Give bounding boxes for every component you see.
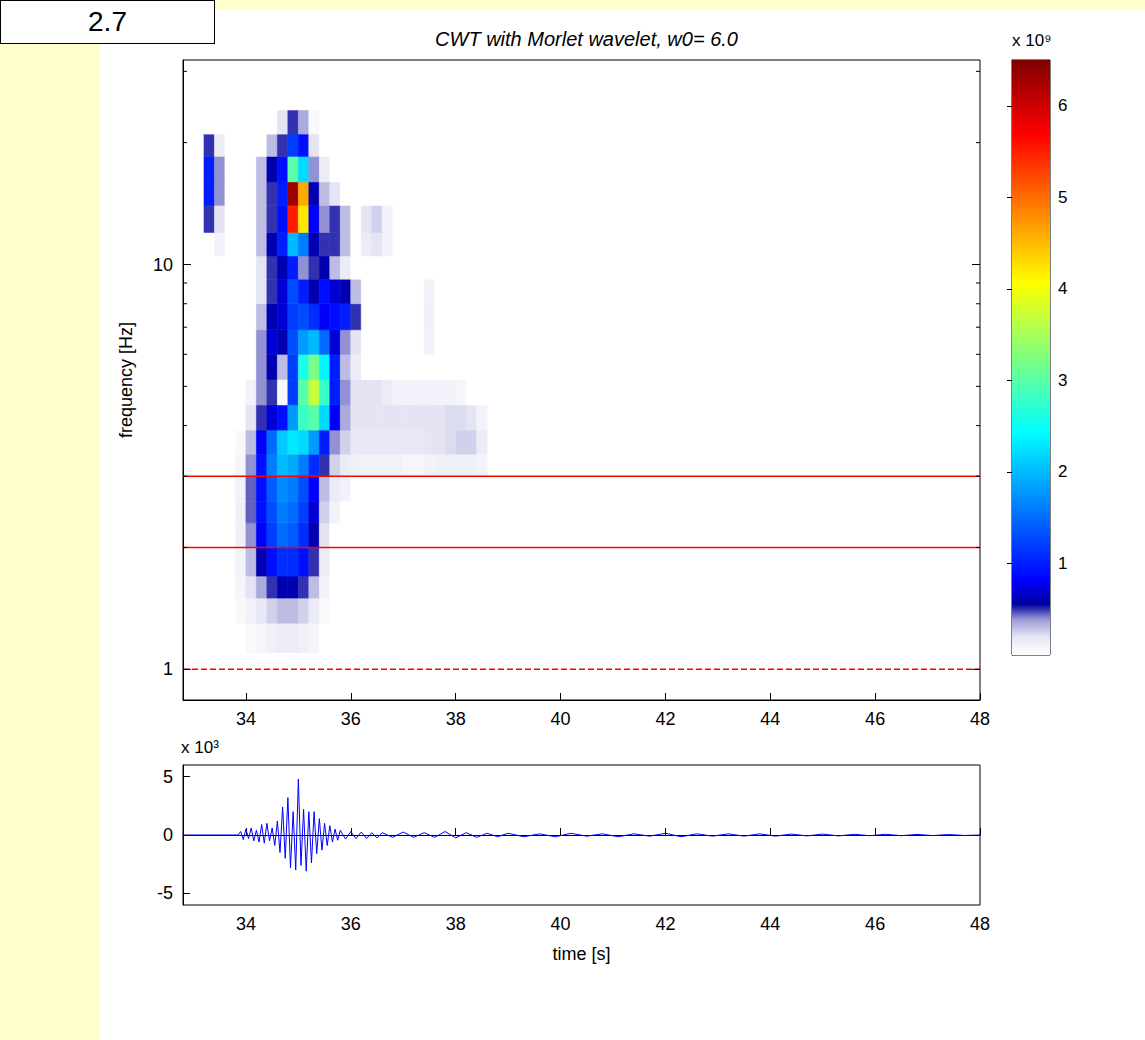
svg-text:3: 3 (1058, 371, 1067, 390)
svg-text:6: 6 (1058, 96, 1067, 115)
svg-text:4: 4 (1058, 279, 1067, 298)
svg-text:5: 5 (1058, 188, 1067, 207)
svg-text:x 10⁹: x 10⁹ (1012, 31, 1051, 50)
svg-text:42: 42 (655, 709, 675, 729)
svg-text:time [s]: time [s] (552, 944, 610, 964)
svg-text:36: 36 (341, 914, 361, 934)
svg-text:46: 46 (865, 709, 885, 729)
svg-text:1: 1 (1058, 554, 1067, 573)
svg-text:CWT with Morlet wavelet, w0= 6: CWT with Morlet wavelet, w0= 6.0 (435, 28, 738, 50)
svg-text:44: 44 (760, 709, 780, 729)
html-text:2.7: 2.7 (88, 6, 127, 37)
svg-text:1: 1 (163, 659, 173, 679)
svg-text:10: 10 (153, 255, 173, 275)
svg-text:34: 34 (236, 914, 256, 934)
svg-text:48: 48 (970, 709, 990, 729)
svg-text:x 10³: x 10³ (181, 738, 219, 757)
svg-text:38: 38 (446, 709, 466, 729)
svg-text:5: 5 (163, 767, 173, 787)
svg-text:40: 40 (551, 914, 571, 934)
svg-text:48: 48 (970, 914, 990, 934)
svg-text:2: 2 (1058, 462, 1067, 481)
svg-text:40: 40 (551, 709, 571, 729)
svg-text:44: 44 (760, 914, 780, 934)
svg-text:-5: -5 (157, 883, 173, 903)
svg-text:38: 38 (446, 914, 466, 934)
svg-text:46: 46 (865, 914, 885, 934)
svg-text:42: 42 (655, 914, 675, 934)
svg-text:34: 34 (236, 709, 256, 729)
svg-text:0: 0 (163, 825, 173, 845)
svg-text:36: 36 (341, 709, 361, 729)
svg-text:frequency [Hz]: frequency [Hz] (116, 322, 136, 438)
